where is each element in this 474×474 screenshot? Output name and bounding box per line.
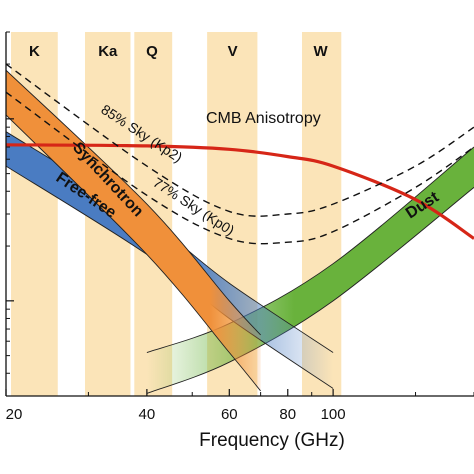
x-tick-label-60: 60 bbox=[221, 406, 238, 423]
band-label-ka: Ka bbox=[98, 43, 118, 60]
85-sky-kp2-curve bbox=[6, 63, 474, 217]
dust-lower-edge bbox=[146, 187, 474, 394]
x-tick-label-40: 40 bbox=[139, 406, 156, 423]
ticks: 20 40 60 80 100 bbox=[5, 31, 474, 423]
cmb-anisotropy-curve bbox=[6, 143, 474, 240]
cmb-anisotropy-label: CMB Anisotropy bbox=[206, 110, 321, 127]
dust-upper-edge bbox=[146, 146, 474, 353]
band-label-v: V bbox=[228, 43, 238, 60]
x-tick-label-100: 100 bbox=[321, 406, 346, 423]
x-tick-label-80: 80 bbox=[279, 406, 296, 423]
x-axis-title: Frequency (GHz) bbox=[199, 430, 345, 451]
curves bbox=[6, 63, 474, 245]
synchrotron-upper-edge bbox=[6, 69, 261, 336]
foreground-areas bbox=[6, 69, 474, 394]
77-sky-kp0-curve bbox=[6, 91, 474, 245]
band-label-k: K bbox=[29, 43, 40, 60]
synchrotron-lower-edge bbox=[6, 114, 261, 392]
band-label-w: W bbox=[313, 43, 328, 60]
band-label-q: Q bbox=[146, 43, 158, 60]
x-tick-label-20: 20 bbox=[6, 406, 23, 423]
band-w bbox=[301, 32, 342, 396]
synchrotron-area bbox=[6, 70, 261, 391]
